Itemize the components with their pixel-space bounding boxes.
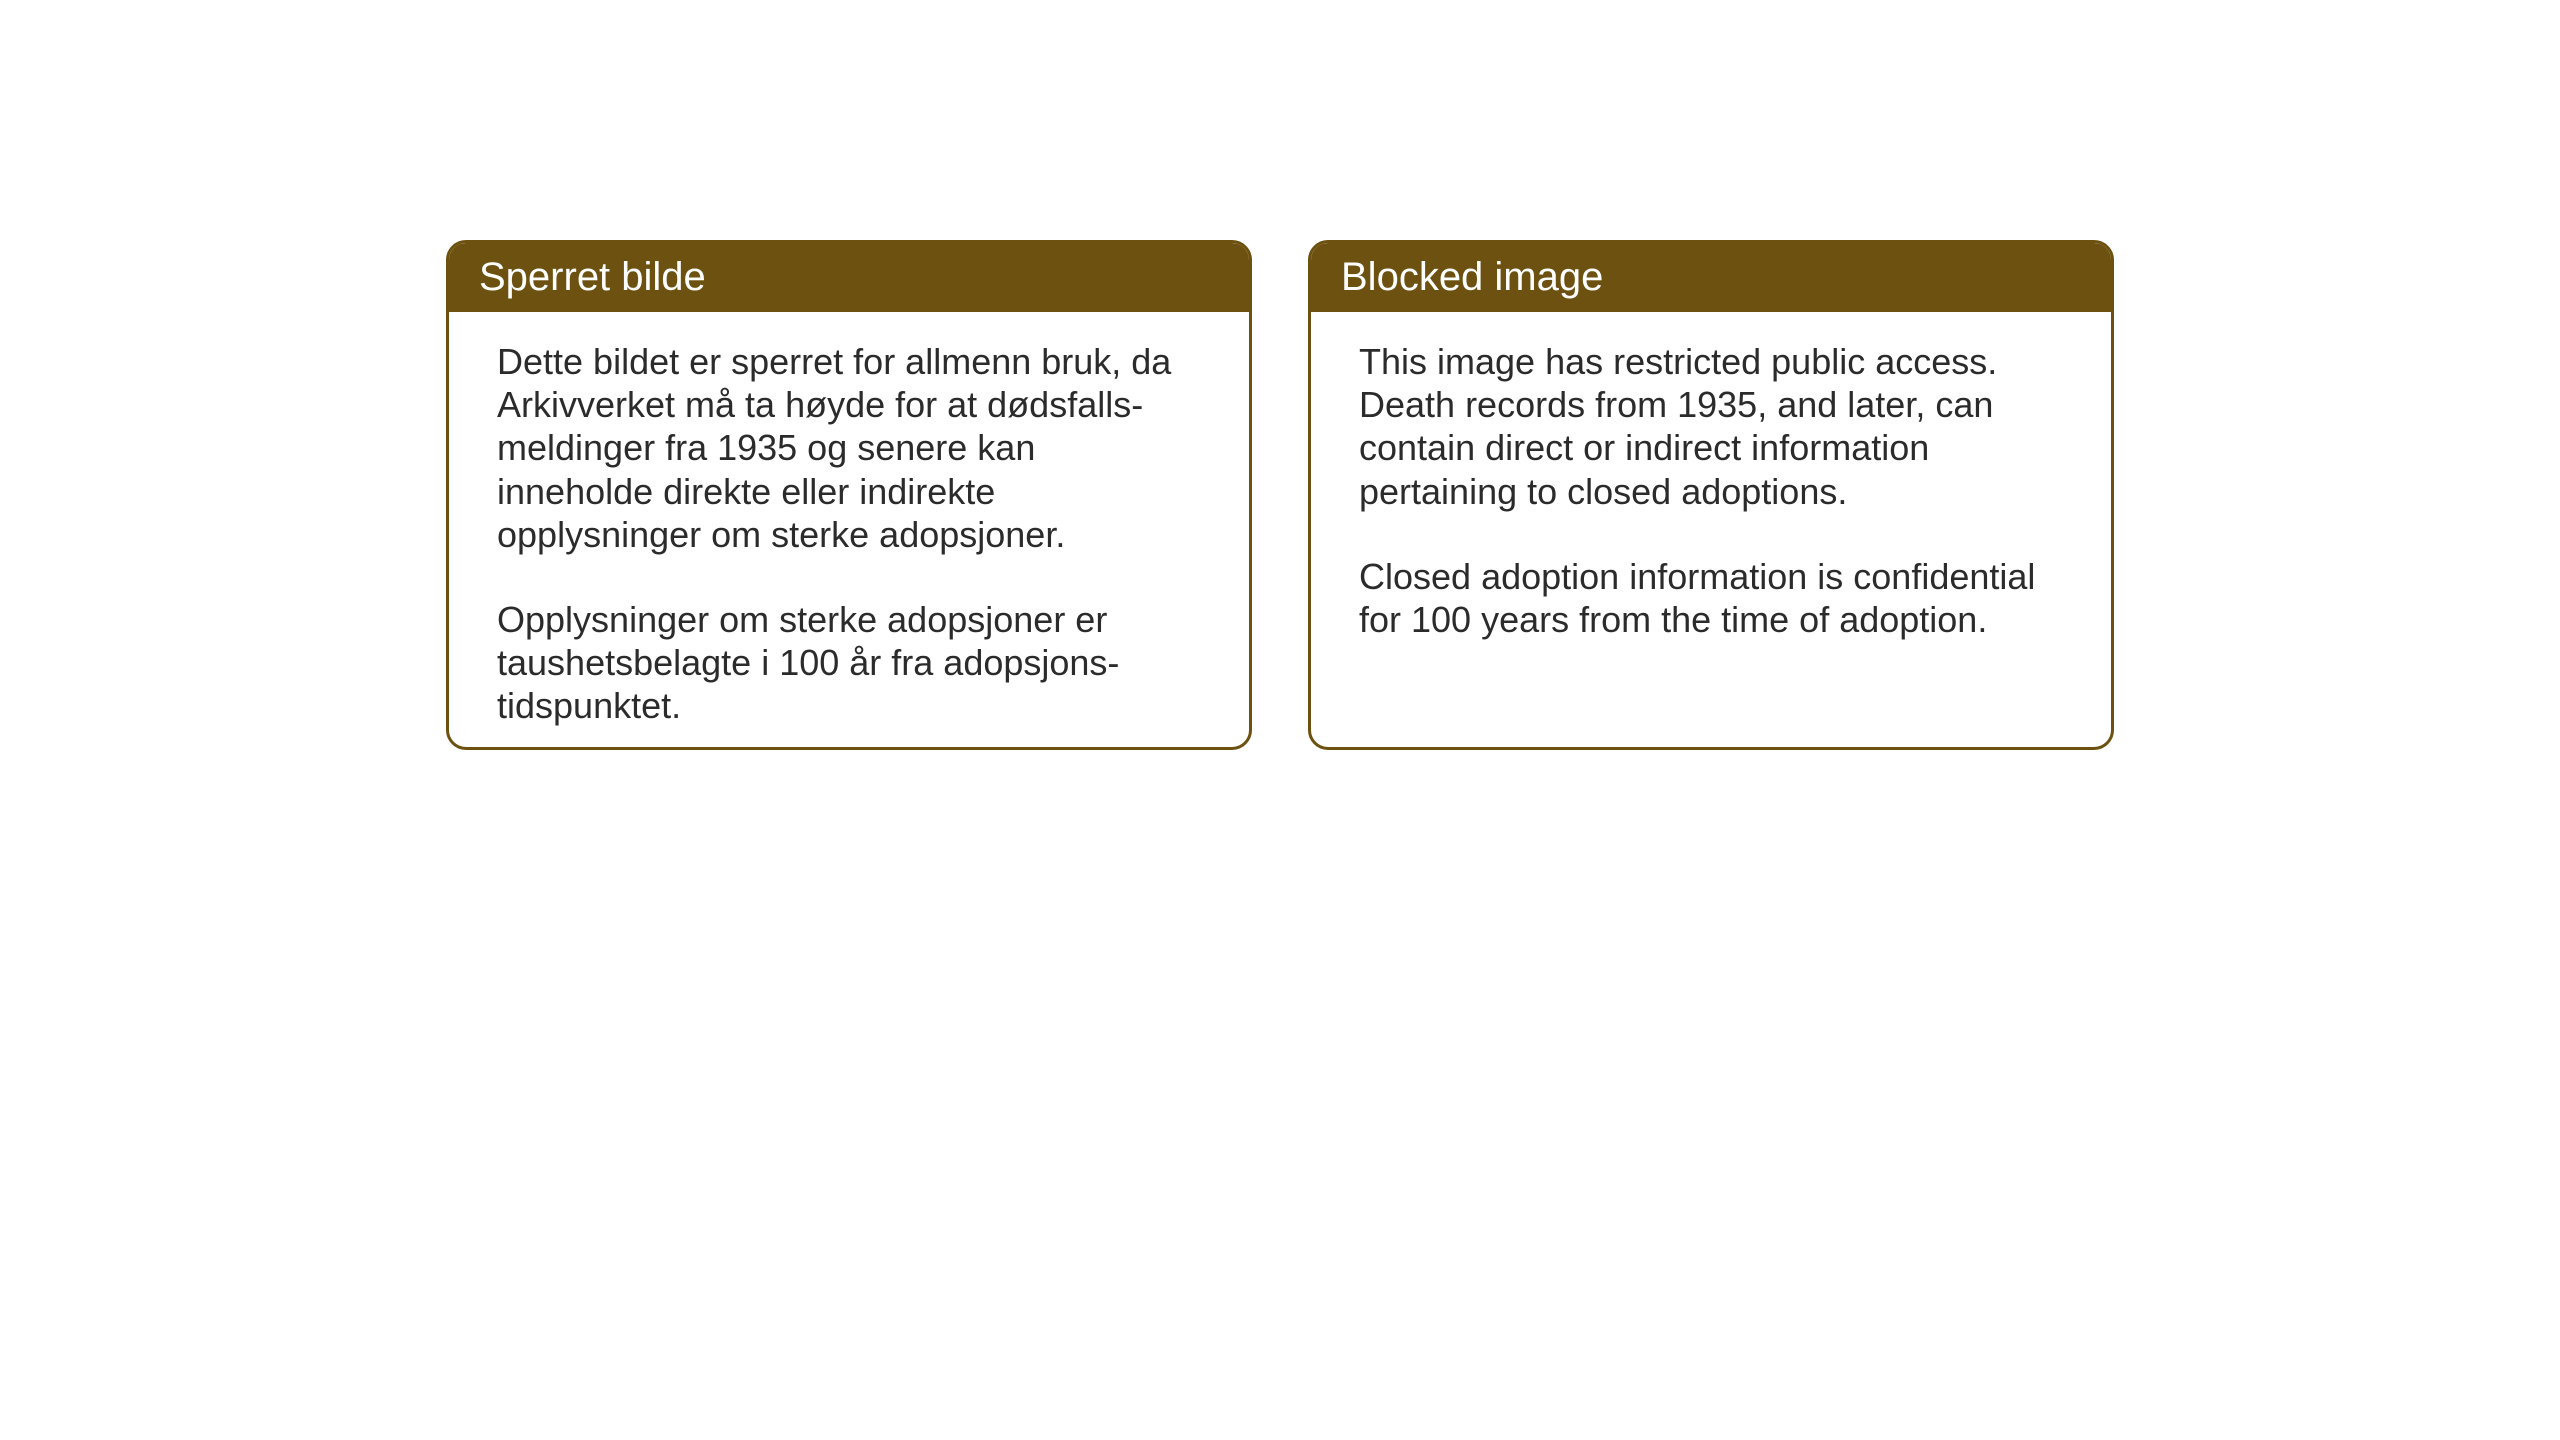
english-notice-card: Blocked image This image has restricted …: [1308, 240, 2114, 750]
english-card-header: Blocked image: [1311, 243, 2111, 312]
english-paragraph-1: This image has restricted public access.…: [1359, 340, 2063, 513]
notice-container: Sperret bilde Dette bildet er sperret fo…: [446, 240, 2114, 750]
norwegian-card-header: Sperret bilde: [449, 243, 1249, 312]
norwegian-card-title: Sperret bilde: [479, 255, 706, 299]
english-card-title: Blocked image: [1341, 255, 1603, 299]
norwegian-card-body: Dette bildet er sperret for allmenn bruk…: [449, 312, 1249, 750]
english-paragraph-2: Closed adoption information is confident…: [1359, 555, 2063, 641]
norwegian-paragraph-1: Dette bildet er sperret for allmenn bruk…: [497, 340, 1201, 556]
norwegian-paragraph-2: Opplysninger om sterke adopsjoner er tau…: [497, 598, 1201, 728]
english-card-body: This image has restricted public access.…: [1311, 312, 2111, 669]
norwegian-notice-card: Sperret bilde Dette bildet er sperret fo…: [446, 240, 1252, 750]
